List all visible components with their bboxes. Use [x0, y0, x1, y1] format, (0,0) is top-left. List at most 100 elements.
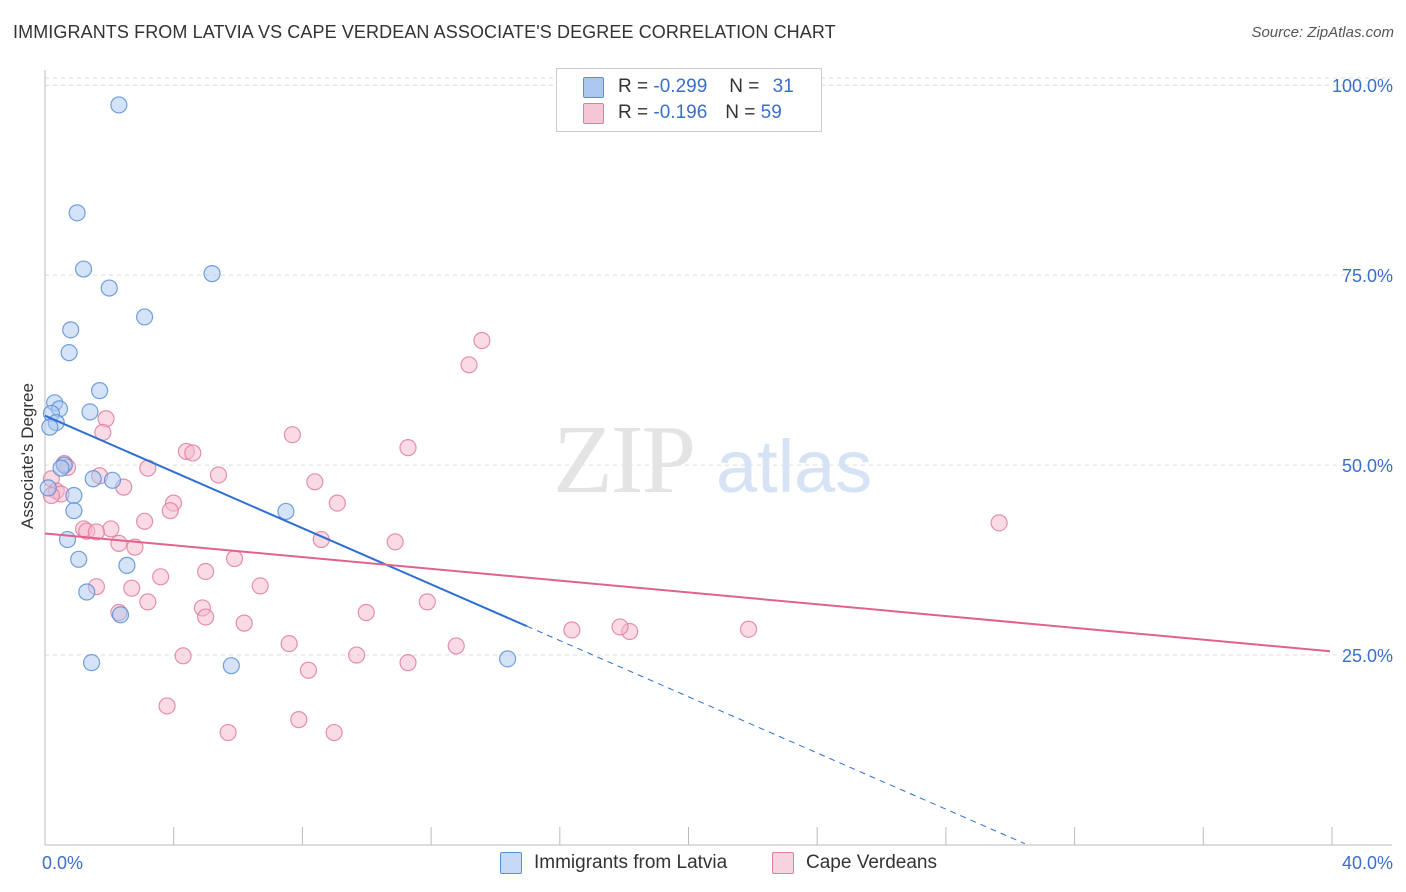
legend-r-label: R = [618, 76, 649, 97]
data-point [110, 96, 128, 114]
y-tick-label: 75.0% [1342, 266, 1393, 286]
data-point [283, 426, 301, 444]
x-tick-label: 40.0% [1342, 853, 1393, 873]
series-legend: Immigrants from Latvia Cape Verdeans [0, 852, 1406, 876]
data-point [174, 647, 192, 665]
data-point [152, 568, 170, 586]
data-point [290, 711, 308, 729]
legend-n-label: N = [729, 76, 760, 97]
data-point [111, 606, 130, 624]
data-point [81, 403, 99, 421]
data-point [52, 459, 70, 477]
legend-n-label: N = [725, 102, 756, 123]
legend-swatch-blue [583, 76, 604, 98]
y-tick-label: 50.0% [1342, 456, 1393, 476]
data-point [60, 344, 78, 362]
data-point [222, 657, 240, 675]
legend-swatch-pink [583, 102, 604, 124]
grid-lines [45, 77, 1392, 656]
data-point [739, 620, 758, 638]
trend-line-capeverde [44, 532, 1331, 653]
legend-n-value: 59 [760, 102, 782, 123]
data-point [348, 646, 366, 664]
data-point [306, 473, 324, 491]
data-point [158, 697, 176, 715]
legend-item-latvia: Immigrants from Latvia [500, 852, 727, 874]
data-point [70, 550, 88, 568]
legend-swatch-blue [500, 852, 522, 874]
stats-legend: R = -0.299 N = 31 R = -0.196 N = 59 [556, 68, 822, 132]
data-point [418, 593, 436, 611]
y-tick-label: 25.0% [1342, 646, 1393, 666]
data-point [328, 494, 346, 512]
data-point [197, 608, 215, 626]
legend-r-value: -0.299 [653, 76, 708, 97]
legend-r-value: -0.196 [653, 102, 708, 123]
axes [44, 70, 1392, 846]
data-point [460, 356, 478, 374]
watermark: ZIP atlas [553, 406, 872, 514]
data-point [563, 621, 581, 639]
legend-item-capeverde: Cape Verdeans [772, 852, 937, 874]
x-tick-label: 0.0% [42, 853, 83, 873]
y-tick-label: 100.0% [1332, 76, 1393, 96]
data-point [123, 579, 141, 597]
data-point [87, 523, 106, 541]
data-point [386, 533, 404, 551]
trend-lines [44, 414, 1331, 845]
watermark-atlas: atlas [716, 425, 872, 508]
data-point [65, 502, 83, 520]
chart-title: IMMIGRANTS FROM LATVIA VS CAPE VERDEAN A… [13, 22, 836, 42]
data-point [399, 439, 417, 457]
data-point [139, 593, 157, 611]
legend-row-latvia: R = -0.299 N = 31 [583, 75, 794, 99]
data-point [62, 321, 80, 339]
data-point [399, 654, 417, 672]
points-blue [39, 96, 517, 675]
legend-swatch-pink [772, 852, 794, 874]
data-point [299, 661, 318, 679]
legend-label-capeverde: Cape Verdeans [806, 852, 937, 873]
data-point [68, 204, 86, 222]
legend-row-capeverde: R = -0.196 N = 59 [583, 101, 782, 125]
data-point [41, 418, 59, 436]
tick-labels: 25.0% 50.0% 75.0% 100.0% 0.0% 40.0% [42, 76, 1393, 873]
data-point [118, 556, 136, 574]
data-point [91, 382, 109, 400]
legend-r-label: R = [618, 102, 649, 123]
data-point [203, 265, 221, 283]
data-point [219, 723, 237, 742]
data-point [197, 562, 215, 581]
data-point [990, 514, 1008, 532]
trend-line-latvia [44, 414, 528, 628]
data-point [280, 635, 298, 653]
data-point [39, 479, 57, 497]
data-point [277, 502, 295, 521]
data-point [611, 618, 629, 636]
data-point [78, 583, 96, 601]
watermark-zip: ZIP [553, 406, 694, 514]
data-point [357, 603, 375, 622]
y-axis-label: Associate's Degree [18, 383, 37, 529]
data-point [65, 486, 83, 505]
source-note: Source: ZipAtlas.com [1251, 24, 1394, 41]
data-point [184, 444, 202, 462]
data-point [102, 520, 120, 538]
data-point [82, 654, 101, 672]
data-point [135, 308, 154, 326]
data-point [161, 502, 179, 520]
legend-n-value: 31 [772, 76, 794, 97]
data-point [251, 577, 269, 595]
data-point [100, 279, 118, 297]
data-point [58, 530, 77, 549]
data-point [135, 512, 154, 530]
data-point [225, 549, 244, 568]
data-point [209, 466, 228, 484]
data-point [499, 650, 517, 668]
data-point [473, 331, 491, 350]
legend-label-latvia: Immigrants from Latvia [534, 852, 728, 873]
trend-line-latvia-extension [526, 625, 1026, 845]
data-point [235, 614, 253, 632]
data-point [74, 260, 93, 278]
